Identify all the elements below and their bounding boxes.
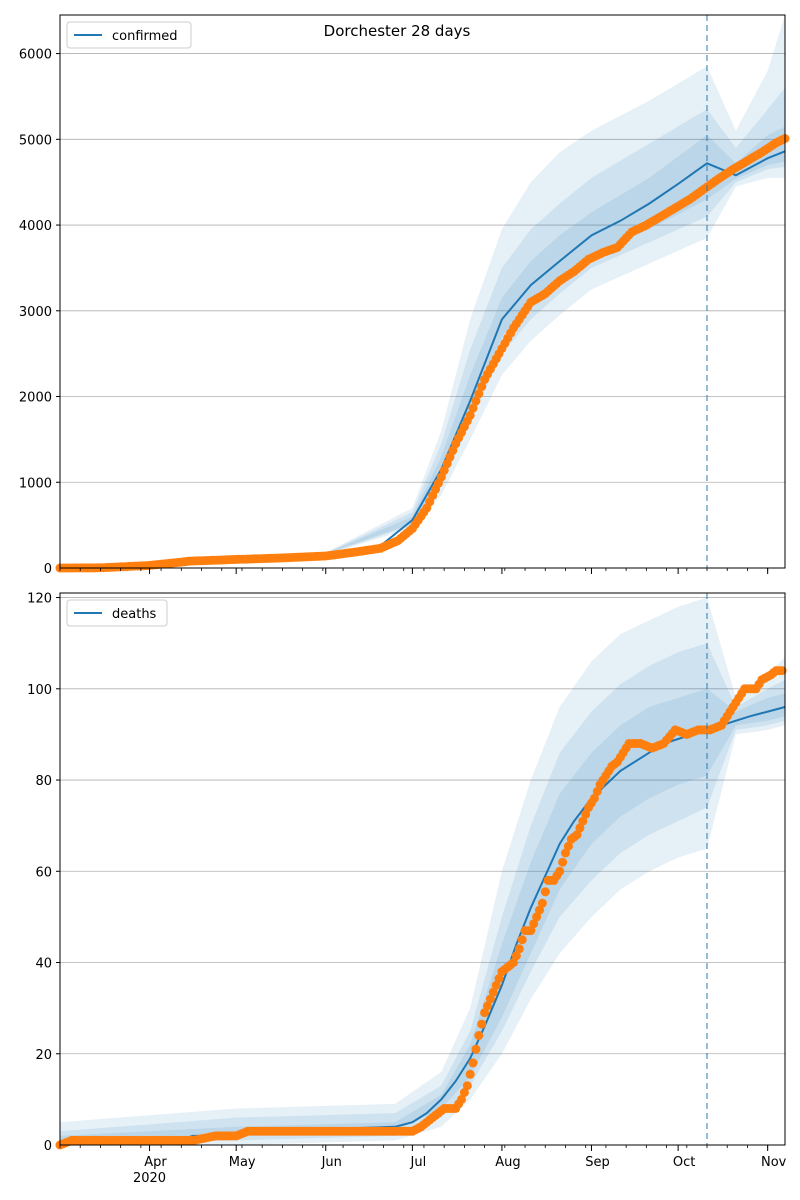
- uncertainty-band-3: [60, 126, 785, 568]
- y-tick-label: 1000: [19, 476, 52, 491]
- observed-point: [465, 1069, 475, 1079]
- observed-point: [558, 857, 568, 867]
- legend-box: [66, 599, 168, 627]
- observed-point: [488, 987, 498, 997]
- uncertainty-band-1: [60, 597, 785, 1145]
- y-tick-label: 20: [35, 1048, 52, 1063]
- observed-point: [494, 974, 504, 983]
- observed-point: [465, 410, 475, 420]
- x-tick-label: Jun: [321, 1155, 342, 1170]
- observed-point: [468, 403, 478, 413]
- y-tick-label: 40: [35, 957, 52, 972]
- observed-point: [563, 841, 573, 851]
- observed-point: [457, 1094, 466, 1104]
- observed-point: [509, 958, 518, 967]
- observed-point: [459, 1088, 469, 1097]
- observed-point: [589, 793, 599, 803]
- observed-point: [491, 980, 501, 990]
- y-tick-label: 120: [27, 592, 52, 607]
- y-tick-label: 6000: [19, 48, 52, 63]
- y-tick-label: 0: [44, 1139, 52, 1154]
- observed-point: [526, 926, 536, 936]
- observed-point: [517, 935, 527, 945]
- observed-point: [578, 816, 588, 826]
- observed-point: [777, 666, 787, 676]
- observed-point: [529, 919, 539, 929]
- observed-point: [535, 905, 544, 915]
- observed-point: [477, 1019, 487, 1029]
- observed-point: [468, 1058, 478, 1068]
- plot-frame: [59, 14, 786, 569]
- x-tick-label: Sep: [585, 1155, 610, 1170]
- observed-point: [572, 830, 582, 840]
- y-tick-label: 4000: [19, 219, 52, 234]
- observed-point: [561, 848, 570, 858]
- observed-point: [483, 1001, 492, 1011]
- plot-frame: [59, 592, 786, 1146]
- x-tick-label: Jul: [410, 1155, 427, 1170]
- observed-point: [581, 809, 591, 819]
- y-tick-label: 5000: [19, 133, 52, 148]
- observed-point: [474, 389, 484, 399]
- observed-point: [471, 396, 481, 406]
- observed-point: [480, 1008, 490, 1018]
- chart-title: Dorchester 28 days: [324, 22, 471, 40]
- x-year-label: 2020: [133, 1171, 166, 1186]
- x-tick-label: May: [229, 1155, 256, 1170]
- y-tick-label: 60: [35, 865, 52, 880]
- observed-point: [462, 1081, 472, 1091]
- y-tick-label: 80: [35, 774, 52, 789]
- confirmed-panel: 0 1000 2000 3000 4000 5000 6000 confirmed: [19, 14, 790, 577]
- observed-point: [555, 866, 565, 876]
- observed-point: [477, 382, 487, 392]
- observed-point: [540, 887, 550, 897]
- observed-point: [511, 951, 521, 961]
- observed-point: [592, 786, 602, 796]
- y-tick-label: 2000: [19, 391, 52, 406]
- observed-point: [514, 944, 524, 954]
- legend-label: deaths: [112, 607, 157, 622]
- uncertainty-band-3: [60, 688, 785, 1145]
- uncertainty-band-2: [60, 643, 785, 1145]
- uncertainty-band-1: [60, 15, 785, 568]
- x-tick-label: Apr: [144, 1155, 167, 1170]
- y-tick-label: 100: [27, 683, 52, 698]
- x-tick-label: Nov: [761, 1155, 787, 1170]
- observed-point: [471, 1044, 481, 1054]
- observed-point: [532, 912, 542, 922]
- deaths-panel: 0 20 40 60 80 100 120 Apr May Jun Jul Aug Sep Oct Nov 2…: [27, 592, 786, 1186]
- uncertainty-band-2: [60, 87, 785, 569]
- y-tick-label: 0: [44, 562, 52, 577]
- x-tick-label: Aug: [495, 1155, 520, 1170]
- observed-point: [537, 898, 547, 908]
- observed-point: [474, 1031, 484, 1040]
- legend-box: [66, 21, 192, 49]
- observed-point: [575, 823, 585, 833]
- x-tick-label: Oct: [673, 1155, 695, 1170]
- y-tick-label: 3000: [19, 305, 52, 320]
- observed-point: [485, 994, 495, 1004]
- legend-label: confirmed: [112, 29, 178, 44]
